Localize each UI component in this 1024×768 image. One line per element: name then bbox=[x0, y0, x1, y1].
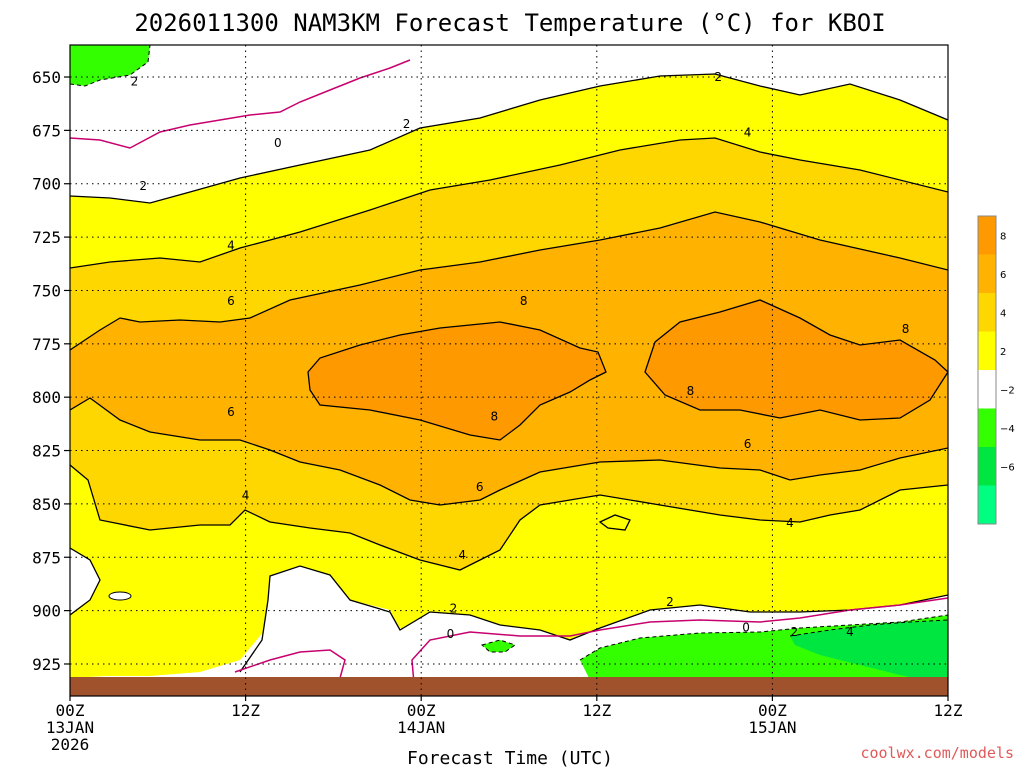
y-tick-label: 800 bbox=[32, 388, 61, 407]
band-neg4-lower-right bbox=[790, 620, 948, 685]
contour-label: 4 bbox=[786, 516, 794, 530]
legend-swatch bbox=[978, 331, 996, 370]
band-8-plus-b bbox=[645, 300, 948, 420]
y-tick-label: 775 bbox=[32, 335, 61, 354]
y-tick-label: 650 bbox=[32, 68, 61, 87]
contour-lines bbox=[70, 45, 948, 696]
x-tick-label: 00Z bbox=[758, 701, 787, 720]
y-tick-label: 700 bbox=[32, 175, 61, 194]
contour-label: 2 bbox=[131, 74, 139, 88]
contour-label: 8 bbox=[902, 322, 910, 336]
contour-label: 2 bbox=[139, 179, 147, 193]
contour-labels: 2 0 2 2 4 2 4 6 8 8 6 8 8 6 6 4 4 4 2 2 0 0 2 4 bbox=[131, 70, 910, 641]
contour-label: 0 bbox=[274, 136, 282, 150]
contour-0-lower bbox=[234, 597, 948, 696]
band-2-4-left bbox=[70, 655, 105, 678]
x-tick-label: 13JAN bbox=[46, 718, 94, 737]
x-tick-label: 00Z bbox=[56, 701, 85, 720]
contour-label: 2 bbox=[791, 625, 799, 639]
x-tick-label: 00Z bbox=[407, 701, 436, 720]
credit-link[interactable]: coolwx.com/models bbox=[860, 744, 1014, 762]
contour-4-lower bbox=[70, 464, 948, 571]
contour-label: 2 bbox=[403, 117, 411, 131]
contour-label: 6 bbox=[476, 480, 484, 494]
legend-label: −2 bbox=[1000, 385, 1015, 396]
y-axis: 650 675 700 725 750 775 800 825 850 875 900 925 bbox=[32, 68, 70, 674]
contour-0-upper bbox=[70, 59, 411, 149]
contour-label: 2 bbox=[666, 595, 674, 609]
band-8-plus-a bbox=[308, 322, 606, 440]
band-neg-top-left bbox=[70, 45, 150, 86]
legend-label: 4 bbox=[1000, 308, 1006, 319]
x-tick-label: 12Z bbox=[582, 701, 611, 720]
x-tick-label: 2026 bbox=[51, 735, 90, 754]
legend-label: 8 bbox=[1000, 231, 1006, 242]
contour-4-small bbox=[598, 514, 631, 531]
contour-label: 8 bbox=[687, 384, 695, 398]
x-tick-label: 12Z bbox=[231, 701, 260, 720]
y-tick-label: 675 bbox=[32, 121, 61, 140]
contour-label: 6 bbox=[227, 294, 235, 308]
x-axis-title: Forecast Time (UTC) bbox=[407, 748, 613, 768]
y-tick-label: 875 bbox=[32, 548, 61, 567]
y-tick-label: 925 bbox=[32, 655, 61, 674]
contour-2-upper bbox=[70, 73, 948, 204]
legend-swatch bbox=[978, 447, 996, 486]
y-tick-label: 725 bbox=[32, 228, 61, 247]
color-legend: 8 6 4 2 −2 −4 −6 bbox=[977, 215, 1015, 525]
contour-label: 4 bbox=[458, 548, 466, 562]
contour-label: 4 bbox=[744, 126, 752, 140]
ground-strip bbox=[70, 677, 948, 696]
contour-6-lower bbox=[70, 397, 948, 506]
contour-label: 4 bbox=[242, 488, 250, 502]
contour-label: 0 bbox=[447, 627, 455, 641]
legend-swatch bbox=[978, 485, 996, 524]
contour-8-b bbox=[644, 299, 948, 421]
contour-label: 4 bbox=[846, 625, 854, 639]
y-tick-label: 750 bbox=[32, 281, 61, 300]
legend-swatch bbox=[978, 408, 996, 447]
plot-area bbox=[70, 45, 948, 696]
contour-label: 8 bbox=[491, 409, 499, 423]
contour-6-upper bbox=[70, 211, 948, 351]
y-tick-label: 900 bbox=[32, 602, 61, 621]
y-tick-label: 850 bbox=[32, 495, 61, 514]
contour-label: 4 bbox=[227, 239, 235, 253]
legend-frame bbox=[977, 215, 997, 525]
legend-swatch bbox=[978, 370, 996, 409]
x-tick-label: 12Z bbox=[934, 701, 963, 720]
legend-swatch bbox=[978, 293, 996, 332]
contour-neg4 bbox=[789, 619, 948, 637]
y-tick-label: 825 bbox=[32, 442, 61, 461]
closed-contour-small bbox=[108, 591, 132, 601]
contour-label: 2 bbox=[714, 70, 722, 84]
contour-label: 8 bbox=[520, 294, 528, 308]
x-tick-label: 14JAN bbox=[397, 718, 445, 737]
legend-swatch bbox=[978, 216, 996, 255]
contour-label: 6 bbox=[744, 437, 752, 451]
contour-2-lower bbox=[70, 547, 948, 673]
legend-label: 2 bbox=[1000, 347, 1006, 358]
contour-neg-small bbox=[480, 639, 517, 653]
chart-title: 2026011300 NAM3KM Forecast Temperature (… bbox=[134, 9, 885, 37]
contour-label: 0 bbox=[742, 621, 750, 635]
contour-4-upper bbox=[70, 137, 948, 269]
band-0-2-left bbox=[70, 548, 100, 615]
x-tick-label: 15JAN bbox=[748, 718, 796, 737]
contour-label: 6 bbox=[227, 405, 235, 419]
legend-label: 6 bbox=[1000, 270, 1006, 281]
legend-swatch bbox=[978, 254, 996, 293]
contour-8-a bbox=[307, 321, 607, 441]
contour-neg2 bbox=[70, 45, 948, 661]
contour-label: 2 bbox=[450, 601, 458, 615]
legend-label: −6 bbox=[1000, 462, 1015, 473]
legend-label: −4 bbox=[1000, 424, 1015, 435]
plot-frame bbox=[69, 44, 949, 697]
